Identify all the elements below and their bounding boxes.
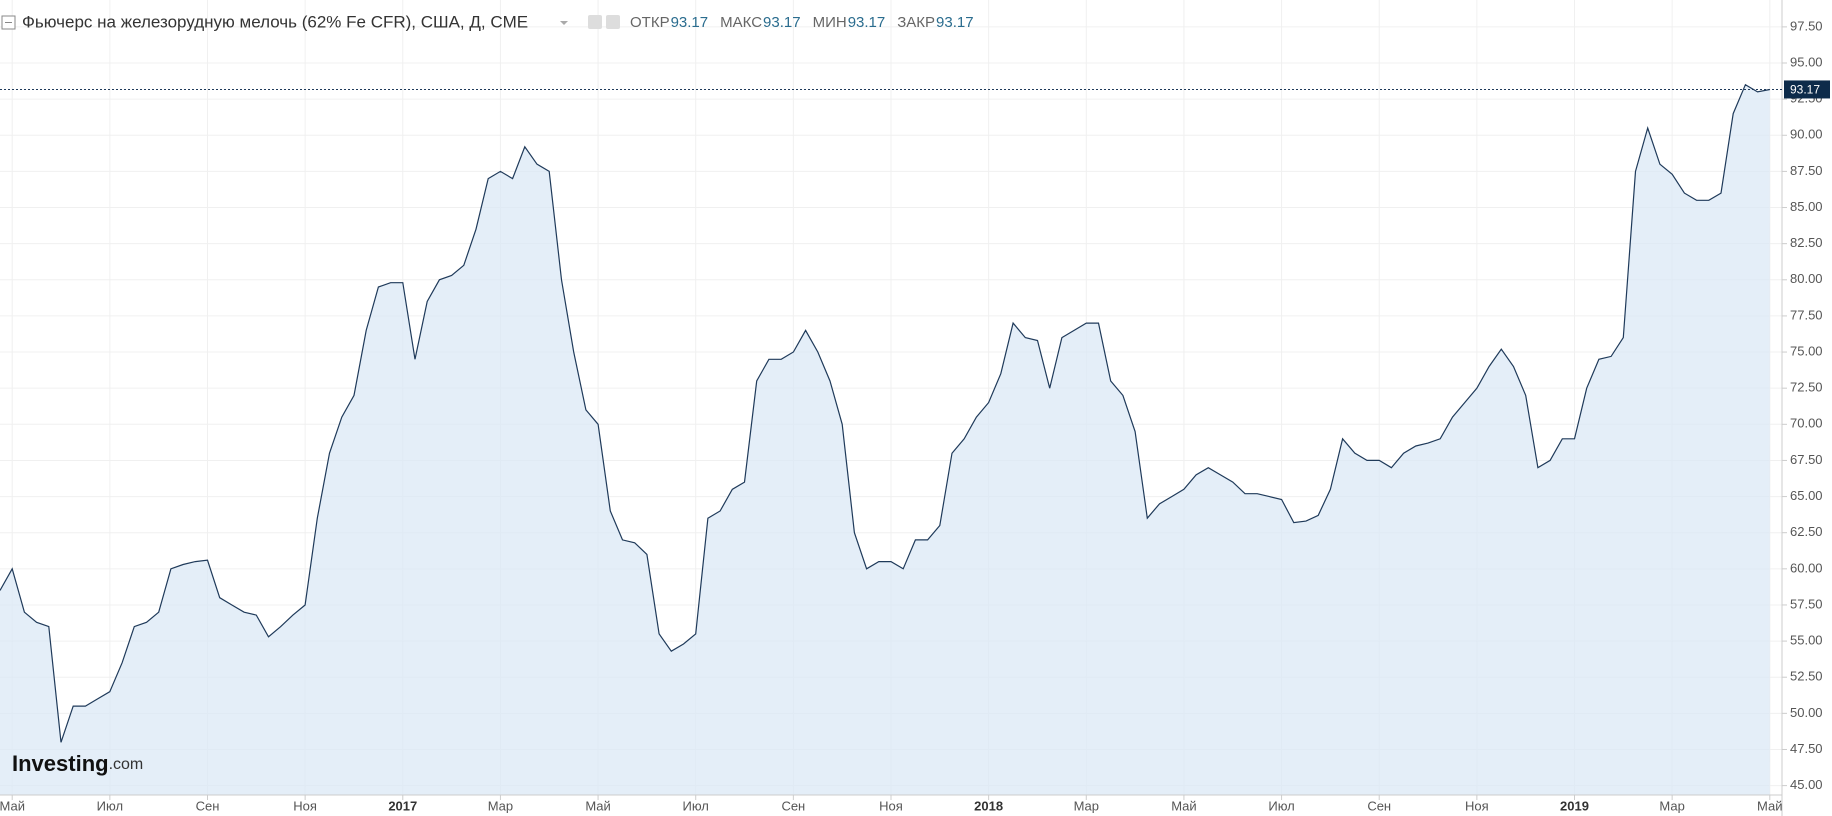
y-tick-label: 57.50: [1790, 596, 1823, 611]
x-tick-label: Май: [0, 798, 25, 813]
x-tick-label: 2018: [974, 798, 1003, 813]
ohlc-label: ЗАКР: [897, 14, 935, 31]
y-tick-label: 77.50: [1790, 307, 1823, 322]
x-tick-label: Май: [585, 798, 610, 813]
ohlc: ОТКР 93.17 МАКС 93.17 МИН 93.17 ЗАКР 93.17: [630, 14, 974, 31]
x-tick-label: Сен: [781, 798, 805, 813]
icon-refresh[interactable]: [606, 15, 620, 29]
x-tick-label: 2019: [1560, 798, 1589, 813]
logo-main: Investing: [12, 751, 109, 776]
y-tick-label: 80.00: [1790, 271, 1823, 286]
x-tick-label: Июл: [97, 798, 123, 813]
ohlc-label: МАКС: [720, 14, 762, 31]
y-tick-label: 72.50: [1790, 380, 1823, 395]
x-tick-label: Май: [1757, 798, 1782, 813]
icon-settings[interactable]: [588, 15, 602, 29]
y-tick-label: 52.50: [1790, 669, 1823, 684]
x-tick-label: Мар: [1659, 798, 1684, 813]
y-tick-label: 90.00: [1790, 127, 1823, 142]
y-tick-label: 87.50: [1790, 163, 1823, 178]
ohlc-value: 93.17: [936, 14, 974, 31]
last-price-box: [1784, 80, 1830, 99]
price-line: [0, 83, 1770, 743]
x-tick-label: Мар: [1074, 798, 1099, 813]
title-dropdown[interactable]: [560, 21, 568, 25]
x-tick-label: Май: [1171, 798, 1196, 813]
y-tick-label: 60.00: [1790, 560, 1823, 575]
logo-suffix: .com: [109, 756, 144, 773]
y-tick-label: 67.50: [1790, 452, 1823, 467]
chart-title: Фьючерс на железорудную мелочь (62% Fe C…: [22, 12, 528, 31]
plot: [0, 83, 1770, 795]
x-tick-label: Ноя: [293, 798, 317, 813]
last-price-label: 93.17: [1790, 83, 1820, 97]
x-tick-label: Сен: [1367, 798, 1391, 813]
x-tick-label: Ноя: [1465, 798, 1489, 813]
ohlc-label: МИН: [813, 14, 847, 31]
ohlc-label: ОТКР: [630, 14, 670, 31]
y-tick-label: 95.00: [1790, 54, 1823, 69]
x-tick-label: 2017: [388, 798, 417, 813]
y-tick-label: 50.00: [1790, 705, 1823, 720]
y-tick-label: 82.50: [1790, 235, 1823, 250]
ohlc-value: 93.17: [848, 14, 886, 31]
y-tick-label: 65.00: [1790, 488, 1823, 503]
x-tick-label: Сен: [196, 798, 220, 813]
x-tick-label: Ноя: [879, 798, 903, 813]
x-tick-label: Июл: [1268, 798, 1294, 813]
y-tick-label: 97.50: [1790, 18, 1823, 33]
logo: Investing.com: [12, 751, 143, 776]
area-fill: [0, 84, 1770, 795]
x-tick-label: Июл: [683, 798, 709, 813]
ohlc-value: 93.17: [763, 14, 801, 31]
y-tick-label: 70.00: [1790, 416, 1823, 431]
x-axis-bg: [0, 795, 1782, 816]
y-tick-label: 85.00: [1790, 199, 1823, 214]
x-tick-label: Мар: [488, 798, 513, 813]
y-tick-label: 75.00: [1790, 343, 1823, 358]
ohlc-value: 93.17: [671, 14, 709, 31]
y-tick-label: 45.00: [1790, 777, 1823, 792]
y-tick-label: 55.00: [1790, 633, 1823, 648]
y-tick-label: 47.50: [1790, 741, 1823, 756]
y-tick-label: 62.50: [1790, 524, 1823, 539]
